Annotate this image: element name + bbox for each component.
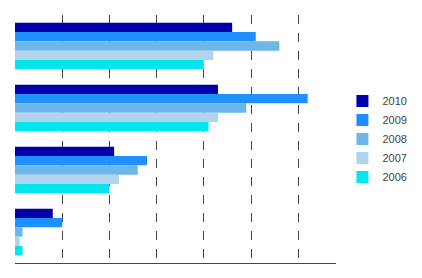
svg-text:2009: 2009: [382, 114, 406, 126]
svg-text:2008: 2008: [382, 133, 406, 145]
svg-text:2010: 2010: [382, 95, 406, 107]
svg-text:2007: 2007: [382, 152, 406, 164]
svg-text:2006: 2006: [382, 171, 406, 183]
